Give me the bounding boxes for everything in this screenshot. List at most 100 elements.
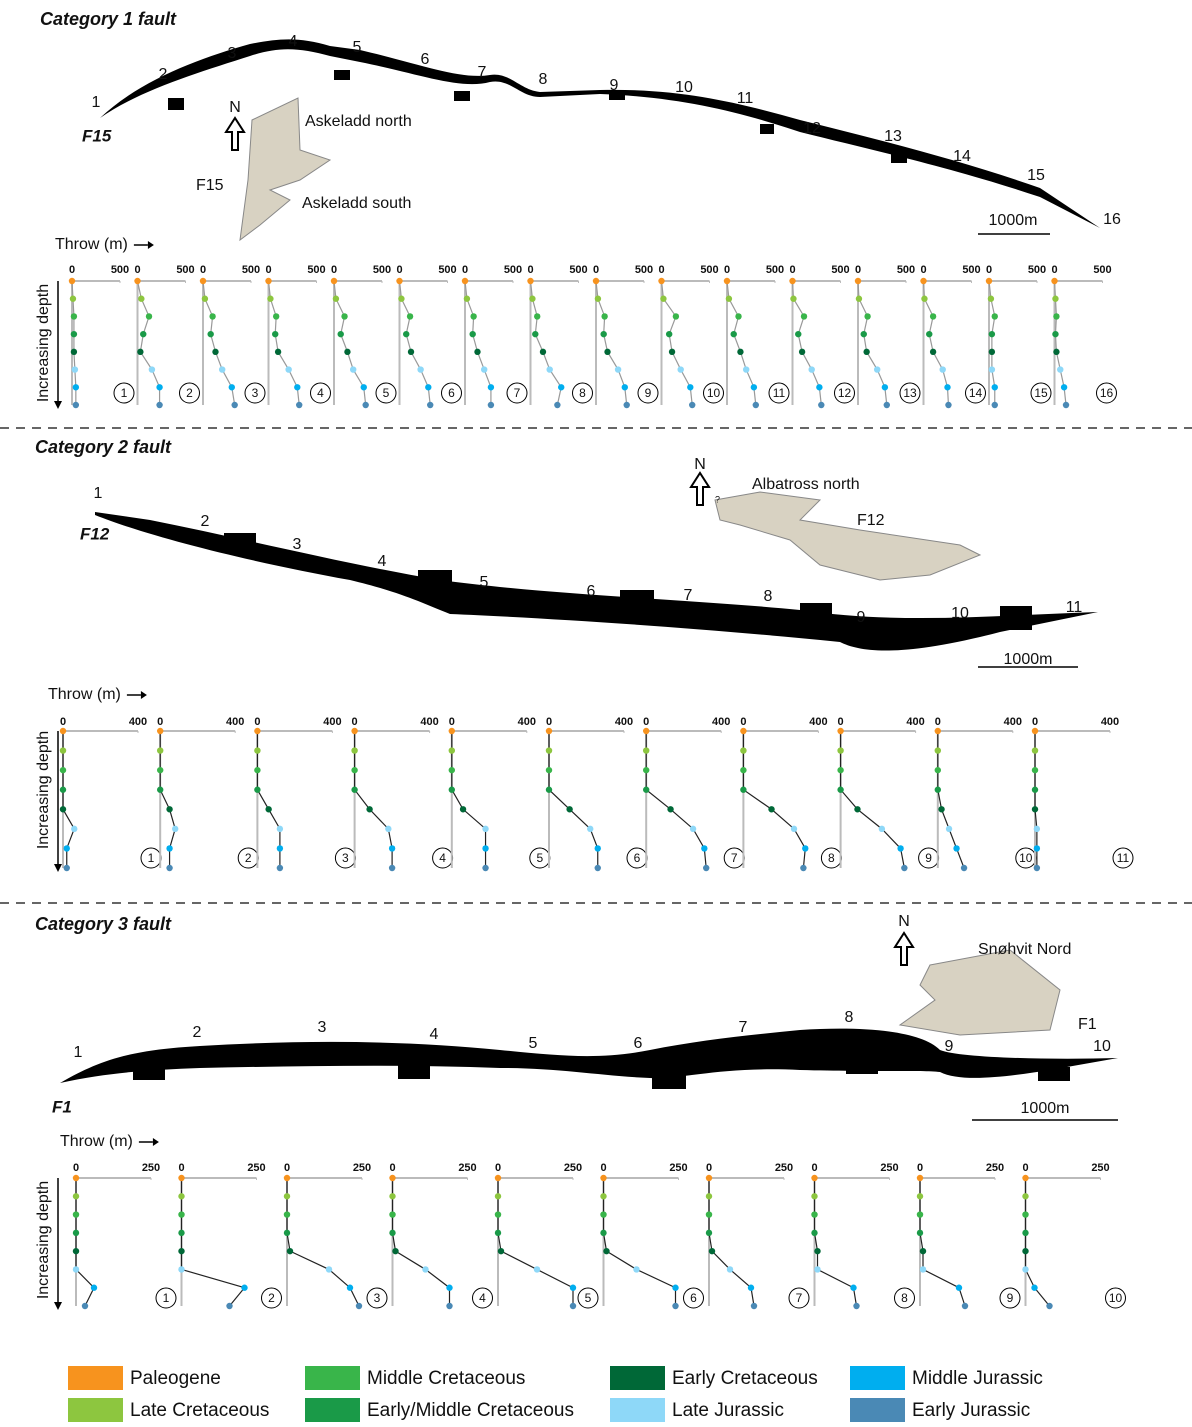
- horizon-point: [488, 384, 494, 390]
- section-number: 9: [1007, 1291, 1014, 1305]
- horizon-point: [988, 296, 994, 302]
- horizon-point: [917, 1193, 923, 1199]
- x-tick-label: 500: [504, 264, 522, 276]
- section-number: 2: [245, 851, 252, 865]
- horizon-point: [633, 1266, 639, 1272]
- section-label: 9: [945, 1038, 954, 1055]
- horizon-point: [60, 767, 66, 773]
- horizon-point: [482, 826, 488, 832]
- profile-line: [498, 1178, 573, 1306]
- section-number: 1: [163, 1291, 170, 1305]
- horizon-point: [600, 1193, 606, 1199]
- section-label: 16: [1103, 211, 1121, 228]
- horizon-point: [446, 1285, 452, 1291]
- horizon-point: [940, 366, 946, 372]
- horizon-point: [789, 278, 795, 284]
- horizon-point: [254, 767, 260, 773]
- horizon-point: [172, 826, 178, 832]
- horizon-point: [1051, 278, 1057, 284]
- scale-label: 1000m: [1004, 651, 1053, 668]
- legend-swatch: [850, 1366, 905, 1390]
- horizon-point: [277, 865, 283, 871]
- horizon-point: [178, 1248, 184, 1254]
- horizon-point: [212, 349, 218, 355]
- horizon-point: [546, 747, 552, 753]
- x-tick-label: 0: [593, 264, 599, 276]
- horizon-point: [273, 313, 279, 319]
- horizon-point: [735, 313, 741, 319]
- horizon-point: [595, 845, 601, 851]
- horizon-point: [495, 1193, 501, 1199]
- x-tick-label: 250: [353, 1162, 371, 1174]
- horizon-point: [462, 278, 468, 284]
- horizon-point: [811, 1175, 817, 1181]
- horizon-point: [1022, 1211, 1028, 1217]
- horizon-point: [284, 1175, 290, 1181]
- horizon-point: [917, 1230, 923, 1236]
- axis-arrowhead: [54, 864, 62, 872]
- horizon-point: [138, 296, 144, 302]
- horizon-point: [69, 278, 75, 284]
- horizon-point: [178, 1211, 184, 1217]
- fault-trace: [95, 512, 1098, 651]
- horizon-point: [1057, 366, 1063, 372]
- section-label: 3: [293, 536, 302, 553]
- horizon-point: [595, 865, 601, 871]
- profile-line: [257, 731, 280, 868]
- horizon-point: [341, 313, 347, 319]
- x-tick-label: 0: [706, 1162, 712, 1174]
- horizon-point: [64, 865, 70, 871]
- x-axis-label: Throw (m): [48, 686, 121, 703]
- horizon-point: [593, 278, 599, 284]
- section-number: 6: [634, 851, 641, 865]
- horizon-point: [294, 384, 300, 390]
- horizon-point: [71, 349, 77, 355]
- horizon-point: [740, 787, 746, 793]
- legend-swatch: [610, 1366, 665, 1390]
- horizon-point: [926, 331, 932, 337]
- horizon-point: [879, 826, 885, 832]
- horizon-point: [267, 296, 273, 302]
- horizon-point: [366, 806, 372, 812]
- horizon-point: [338, 331, 344, 337]
- x-tick-label: 500: [307, 264, 325, 276]
- horizon-point: [407, 313, 413, 319]
- x-tick-label: 0: [855, 264, 861, 276]
- x-tick-label: 0: [527, 264, 533, 276]
- horizon-point: [814, 1248, 820, 1254]
- x-tick-label: 250: [142, 1162, 160, 1174]
- horizon-point: [570, 1303, 576, 1309]
- section-label: 1: [94, 485, 103, 502]
- horizon-point: [751, 1303, 757, 1309]
- section-label: 5: [480, 574, 489, 591]
- horizon-point: [658, 278, 664, 284]
- x-tick-label: 0: [935, 716, 941, 728]
- x-tick-label: 500: [569, 264, 587, 276]
- section-label: 10: [675, 79, 693, 96]
- horizon-point: [882, 384, 888, 390]
- x-tick-label: 500: [1028, 264, 1046, 276]
- horizon-point: [1053, 313, 1059, 319]
- horizon-point: [219, 366, 225, 372]
- horizon-point: [1022, 1193, 1028, 1199]
- horizon-point: [595, 296, 601, 302]
- horizon-point: [935, 767, 941, 773]
- section-number: 1: [121, 386, 128, 400]
- x-tick-label: 0: [331, 264, 337, 276]
- horizon-point: [601, 313, 607, 319]
- horizon-point: [615, 366, 621, 372]
- horizon-point: [534, 313, 540, 319]
- x-tick-label: 0: [157, 716, 163, 728]
- horizon-point: [989, 349, 995, 355]
- profile-line: [549, 731, 598, 868]
- map-label: Snøhvit Nord: [978, 941, 1071, 958]
- horizon-point: [667, 806, 673, 812]
- x-axis-label: Throw (m): [55, 236, 128, 253]
- horizon-point: [64, 845, 70, 851]
- fault-block: [891, 149, 907, 163]
- section-label: 5: [529, 1035, 538, 1052]
- field-map: [900, 950, 1060, 1035]
- legend-swatch: [850, 1398, 905, 1422]
- north-arrow: [895, 933, 913, 965]
- horizon-point: [953, 845, 959, 851]
